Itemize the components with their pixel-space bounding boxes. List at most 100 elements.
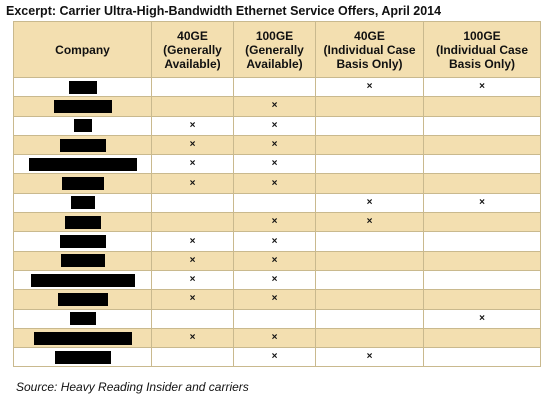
- offer-cell: ×: [233, 115, 316, 136]
- offer-cell: [423, 154, 541, 175]
- offer-cell: [423, 269, 541, 291]
- offer-cell: ×: [315, 212, 424, 233]
- offer-cell: ×: [233, 134, 316, 156]
- offer-cell: [315, 134, 424, 156]
- offer-cell: ×: [151, 173, 234, 194]
- offer-mark: ×: [271, 177, 278, 189]
- table-row: × ×: [13, 154, 541, 175]
- offer-cell: [423, 96, 541, 117]
- company-cell: [13, 327, 152, 349]
- offer-mark: ×: [366, 351, 373, 363]
- offer-mark: ×: [271, 216, 278, 228]
- offer-cell: [315, 96, 424, 117]
- offer-cell: [151, 308, 234, 329]
- offer-cell: [233, 76, 316, 98]
- offer-cell: ×: [233, 289, 316, 310]
- offer-cell: [315, 231, 424, 252]
- table-row: × ×: [13, 134, 541, 156]
- company-cell: [13, 115, 152, 136]
- offer-mark: ×: [271, 158, 278, 170]
- offer-cell: ×: [233, 269, 316, 291]
- offer-cell: ×: [315, 347, 424, 368]
- column-header-100ge-icb: 100GE (Individual Case Basis Only): [423, 21, 541, 78]
- offer-mark: ×: [271, 293, 278, 305]
- offer-mark: ×: [189, 177, 196, 189]
- column-header-company: Company: [13, 21, 152, 78]
- offer-cell: [233, 308, 316, 329]
- offer-cell: [423, 231, 541, 252]
- offer-cell: [315, 154, 424, 175]
- column-header-100ge-ga: 100GE (Generally Available): [233, 21, 316, 78]
- redacted-company-name: [54, 350, 111, 364]
- offer-cell: [423, 173, 541, 194]
- redacted-company-name: [73, 119, 92, 133]
- offer-cell: ×: [233, 327, 316, 349]
- column-header-40ge-icb: 40GE (Individual Case Basis Only): [315, 21, 424, 78]
- offer-cell: [423, 134, 541, 156]
- table-row: × ×: [13, 347, 541, 368]
- company-cell: [13, 173, 152, 194]
- offer-mark: ×: [189, 274, 196, 286]
- table-row: × ×: [13, 231, 541, 252]
- redacted-company-name: [59, 138, 106, 152]
- offer-mark: ×: [271, 100, 278, 112]
- offer-cell: ×: [151, 289, 234, 310]
- offer-mark: ×: [189, 235, 196, 247]
- offer-cell: [423, 347, 541, 368]
- offer-cell: [151, 212, 234, 233]
- company-cell: [13, 269, 152, 291]
- offer-cell: [423, 289, 541, 310]
- offer-mark: ×: [189, 254, 196, 266]
- offer-mark: ×: [271, 139, 278, 151]
- offer-mark: ×: [189, 119, 196, 131]
- company-cell: [13, 289, 152, 310]
- company-cell: [13, 76, 152, 98]
- redacted-company-name: [28, 157, 137, 171]
- offer-cell: [315, 327, 424, 349]
- offer-cell: [423, 250, 541, 271]
- table-row: × ×: [13, 269, 541, 291]
- table-row: ×: [13, 96, 541, 117]
- offer-mark: ×: [271, 351, 278, 363]
- offer-mark: ×: [189, 139, 196, 151]
- offer-cell: ×: [233, 154, 316, 175]
- offer-cell: [423, 212, 541, 233]
- redacted-company-name: [61, 177, 104, 191]
- company-cell: [13, 212, 152, 233]
- offer-mark: ×: [189, 293, 196, 305]
- service-offers-table: Company 40GE (Generally Available) 100GE…: [13, 21, 541, 368]
- table-body: × × × × × × × × × × × × × × × × × × × × × × × × × × × ×: [13, 76, 541, 368]
- offer-mark: ×: [271, 254, 278, 266]
- offer-mark: ×: [271, 119, 278, 131]
- offer-mark: ×: [271, 332, 278, 343]
- table-row: × ×: [13, 173, 541, 194]
- offer-mark: ×: [479, 196, 485, 208]
- offer-cell: ×: [233, 96, 316, 117]
- offer-cell: [233, 192, 316, 214]
- redacted-company-name: [30, 273, 135, 287]
- table-title: Excerpt: Carrier Ultra-High-Bandwidth Et…: [6, 4, 442, 18]
- company-cell: [13, 231, 152, 252]
- offer-cell: ×: [233, 212, 316, 233]
- company-cell: [13, 192, 152, 214]
- table-row: × ×: [13, 289, 541, 310]
- offer-cell: [315, 173, 424, 194]
- table-row: ×: [13, 308, 541, 329]
- offer-cell: [423, 115, 541, 136]
- offer-cell: ×: [423, 308, 541, 329]
- offer-cell: [315, 250, 424, 271]
- offer-cell: ×: [423, 192, 541, 214]
- redacted-company-name: [70, 196, 95, 210]
- company-cell: [13, 154, 152, 175]
- offer-cell: ×: [151, 115, 234, 136]
- company-cell: [13, 308, 152, 329]
- offer-cell: ×: [315, 76, 424, 98]
- offer-cell: [315, 289, 424, 310]
- offer-cell: ×: [233, 231, 316, 252]
- redacted-company-name: [53, 99, 112, 113]
- redacted-company-name: [60, 254, 105, 268]
- offer-cell: [315, 115, 424, 136]
- redacted-company-name: [59, 235, 106, 249]
- offer-cell: [315, 308, 424, 329]
- offer-cell: [151, 96, 234, 117]
